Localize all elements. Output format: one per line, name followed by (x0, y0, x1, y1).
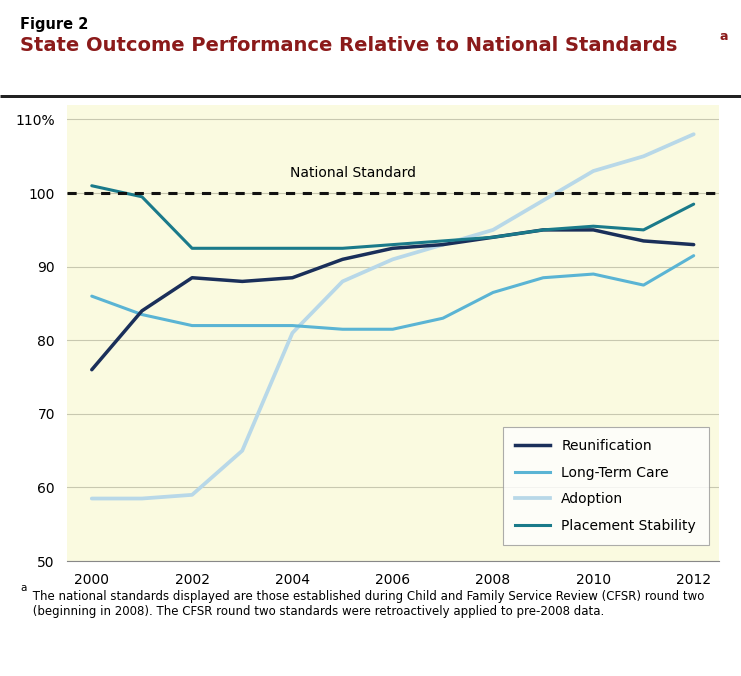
Long-Term Care (238, 322, 247, 330)
Placement Stability (138, 193, 147, 201)
Adoption (238, 447, 247, 455)
Long-Term Care (488, 289, 497, 297)
Line: Reunification: Reunification (92, 230, 694, 370)
Adoption (639, 152, 648, 160)
Long-Term Care (338, 325, 347, 333)
Text: The national standards displayed are those established during Child and Family S: The national standards displayed are tho… (30, 589, 705, 618)
Long-Term Care (138, 310, 147, 318)
Placement Stability (639, 226, 648, 234)
Reunification (138, 307, 147, 315)
Long-Term Care (388, 325, 397, 333)
Line: Adoption: Adoption (92, 135, 694, 498)
Reunification (589, 226, 598, 234)
Reunification (338, 256, 347, 264)
Reunification (187, 274, 196, 282)
Reunification (539, 226, 548, 234)
Placement Stability (388, 241, 397, 249)
Reunification (439, 241, 448, 249)
Long-Term Care (689, 251, 698, 260)
Adoption (488, 226, 497, 234)
Adoption (87, 494, 96, 502)
Reunification (238, 277, 247, 285)
Placement Stability (439, 237, 448, 245)
Line: Long-Term Care: Long-Term Care (92, 256, 694, 329)
Text: a: a (720, 30, 728, 43)
Placement Stability (689, 200, 698, 208)
Adoption (689, 130, 698, 139)
Text: State Outcome Performance Relative to National Standards: State Outcome Performance Relative to Na… (20, 37, 677, 55)
Placement Stability (238, 244, 247, 252)
Long-Term Care (187, 322, 196, 330)
Long-Term Care (288, 322, 297, 330)
Reunification (689, 241, 698, 249)
Placement Stability (338, 244, 347, 252)
Reunification (288, 274, 297, 282)
Adoption (388, 256, 397, 264)
Long-Term Care (539, 274, 548, 282)
Adoption (187, 491, 196, 499)
Adoption (338, 277, 347, 285)
Adoption (288, 329, 297, 337)
Placement Stability (488, 233, 497, 241)
Text: National Standard: National Standard (290, 166, 416, 180)
Placement Stability (288, 244, 297, 252)
Reunification (488, 233, 497, 241)
Placement Stability (87, 182, 96, 190)
Long-Term Care (639, 281, 648, 289)
Long-Term Care (439, 314, 448, 322)
Long-Term Care (589, 270, 598, 278)
Reunification (87, 366, 96, 374)
Text: Figure 2: Figure 2 (20, 17, 88, 32)
Reunification (388, 244, 397, 252)
Adoption (539, 197, 548, 205)
Placement Stability (589, 222, 598, 231)
Adoption (439, 241, 448, 249)
Placement Stability (187, 244, 196, 252)
Reunification (639, 237, 648, 245)
Text: a: a (20, 583, 27, 593)
Line: Placement Stability: Placement Stability (92, 186, 694, 248)
Long-Term Care (87, 292, 96, 300)
Adoption (589, 167, 598, 175)
Legend: Reunification, Long-Term Care, Adoption, Placement Stability: Reunification, Long-Term Care, Adoption,… (503, 427, 708, 545)
Placement Stability (539, 226, 548, 234)
Adoption (138, 494, 147, 502)
